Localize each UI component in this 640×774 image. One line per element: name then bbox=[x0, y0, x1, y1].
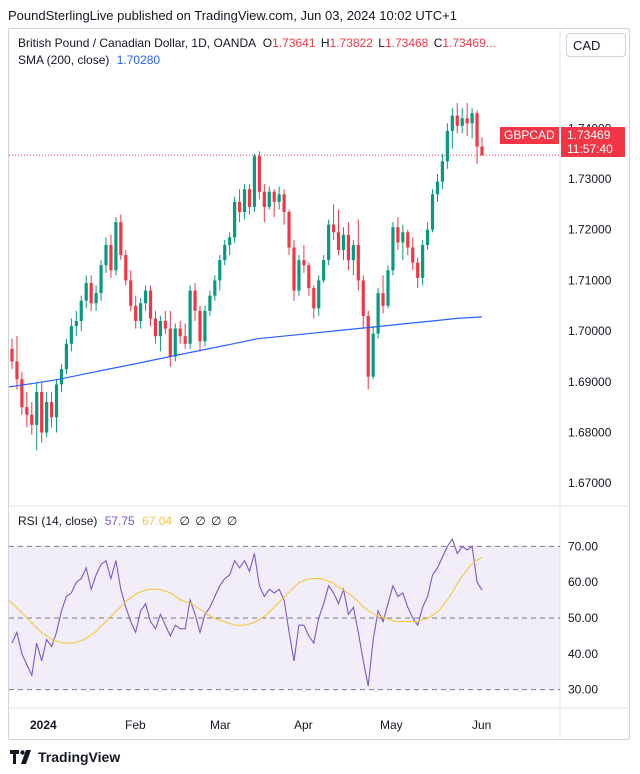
nan-value-1: ∅ bbox=[179, 514, 189, 528]
bar-countdown: 11:57:40 bbox=[567, 142, 625, 156]
symbol-price-tag: GBPCAD bbox=[500, 127, 559, 144]
tradingview-logo-icon bbox=[10, 750, 34, 764]
close-value: 1.73469... bbox=[442, 36, 495, 50]
high-value: 1.73822 bbox=[330, 36, 373, 50]
symbol-name[interactable]: British Pound / Canadian Dollar, 1D, OAN… bbox=[18, 36, 255, 50]
low-label: L bbox=[378, 36, 385, 50]
ohlc-legend: British Pound / Canadian Dollar, 1D, OAN… bbox=[18, 36, 496, 50]
sma-label[interactable]: SMA (200, close) bbox=[18, 53, 109, 67]
rsi-label[interactable]: RSI (14, close) bbox=[18, 514, 97, 528]
low-value: 1.73468 bbox=[385, 36, 428, 50]
last-price-tag: 1.73469 11:57:40 bbox=[561, 127, 625, 157]
rsi-ma-value: 67.04 bbox=[142, 514, 172, 528]
rsi-value: 57.75 bbox=[105, 514, 135, 528]
tradingview-logo[interactable]: TradingView bbox=[10, 749, 120, 765]
sma-legend: SMA (200, close) 1.70280 bbox=[18, 53, 160, 67]
currency-button[interactable]: CAD bbox=[566, 33, 626, 57]
high-label: H bbox=[321, 36, 330, 50]
publish-header: PoundSterlingLive published on TradingVi… bbox=[8, 8, 457, 23]
tradingview-wordmark: TradingView bbox=[38, 749, 120, 765]
nan-value-3: ∅ bbox=[211, 514, 221, 528]
last-price-value: 1.73469 bbox=[567, 128, 625, 142]
rsi-legend: RSI (14, close) 57.75 67.04 ∅ ∅ ∅ ∅ bbox=[18, 514, 237, 528]
open-label: O bbox=[263, 36, 272, 50]
open-value: 1.73641 bbox=[272, 36, 315, 50]
nan-value-2: ∅ bbox=[195, 514, 205, 528]
sma-value: 1.70280 bbox=[117, 53, 160, 67]
nan-value-4: ∅ bbox=[227, 514, 237, 528]
